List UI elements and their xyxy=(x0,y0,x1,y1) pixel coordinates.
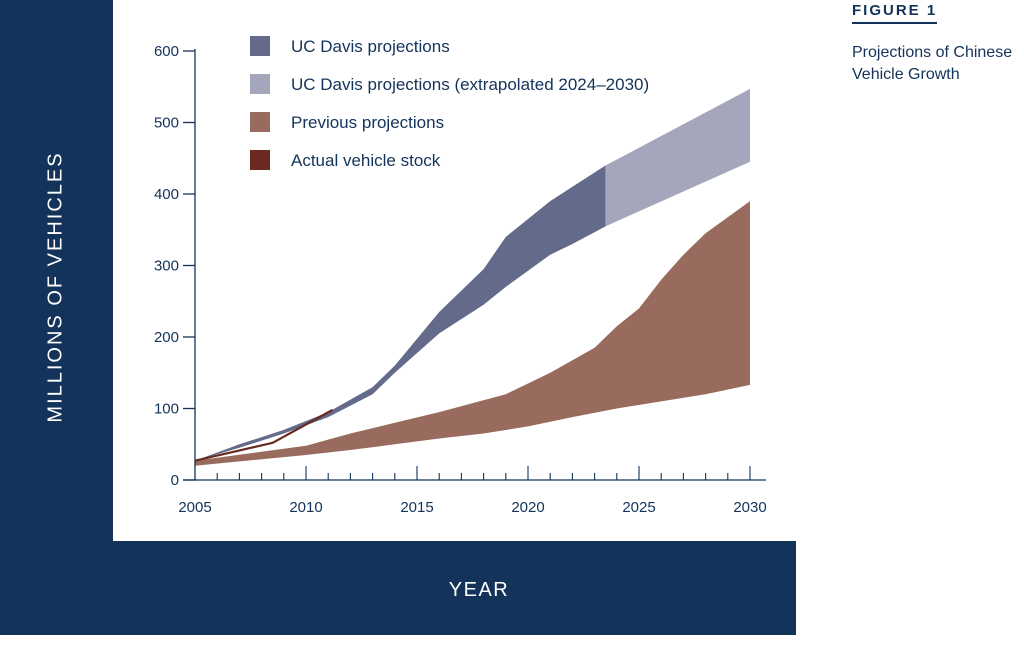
legend-swatch-previous-projections xyxy=(250,112,270,132)
series-lines xyxy=(194,408,334,462)
x-tick-label: 2010 xyxy=(289,499,322,516)
legend-label-uc-davis-projections-extrapolated-2024-2030: UC Davis projections (extrapolated 2024–… xyxy=(291,75,649,94)
axes: 0 100 200 300 400 500 600 2005 2010 2015 2020 2025 2… xyxy=(154,43,767,516)
series-bands xyxy=(195,88,750,466)
x-axis-title: YEAR xyxy=(448,579,510,601)
legend-swatch-actual-vehicle-stock xyxy=(250,150,270,170)
chart-canvas: 0 100 200 300 400 500 600 2005 2010 2015 2020 2025 2… xyxy=(154,36,767,516)
y-tick-label: 500 xyxy=(154,115,179,132)
x-axis-title-area: YEAR xyxy=(0,541,796,635)
y-tick-label: 400 xyxy=(154,186,179,203)
series-band-uc-davis-projections-extrapolated-2024-2030 xyxy=(605,88,750,227)
legend-label-previous-projections: Previous projections xyxy=(291,113,444,132)
x-tick-label: 2005 xyxy=(178,499,211,516)
legend-swatch-uc-davis-projections-extrapolated-2024-2030 xyxy=(250,74,270,94)
y-tick-label: 600 xyxy=(154,43,179,60)
series-band-uc-davis-projections xyxy=(195,165,606,461)
series-line-actual-vehicle-stock xyxy=(194,408,334,462)
series-band-previous-projections xyxy=(195,201,750,466)
legend-swatch-uc-davis-projections xyxy=(250,36,270,56)
legend-label-uc-davis-projections: UC Davis projections xyxy=(291,37,450,56)
figure-label: FIGURE 1 xyxy=(852,2,938,24)
x-tick-label: 2030 xyxy=(733,499,766,516)
y-tick-label: 0 xyxy=(171,472,179,489)
legend-label-actual-vehicle-stock: Actual vehicle stock xyxy=(291,151,441,170)
y-tick-label: 300 xyxy=(154,258,179,275)
y-tick-label: 100 xyxy=(154,401,179,418)
x-tick-label: 2015 xyxy=(400,499,433,516)
legend: UC Davis projections UC Davis projections… xyxy=(250,36,649,170)
x-tick-label: 2025 xyxy=(622,499,655,516)
y-tick-label: 200 xyxy=(154,329,179,346)
x-tick-label: 2020 xyxy=(511,499,544,516)
figure-caption: Projections of Chinese Vehicle Growth xyxy=(852,44,1013,83)
